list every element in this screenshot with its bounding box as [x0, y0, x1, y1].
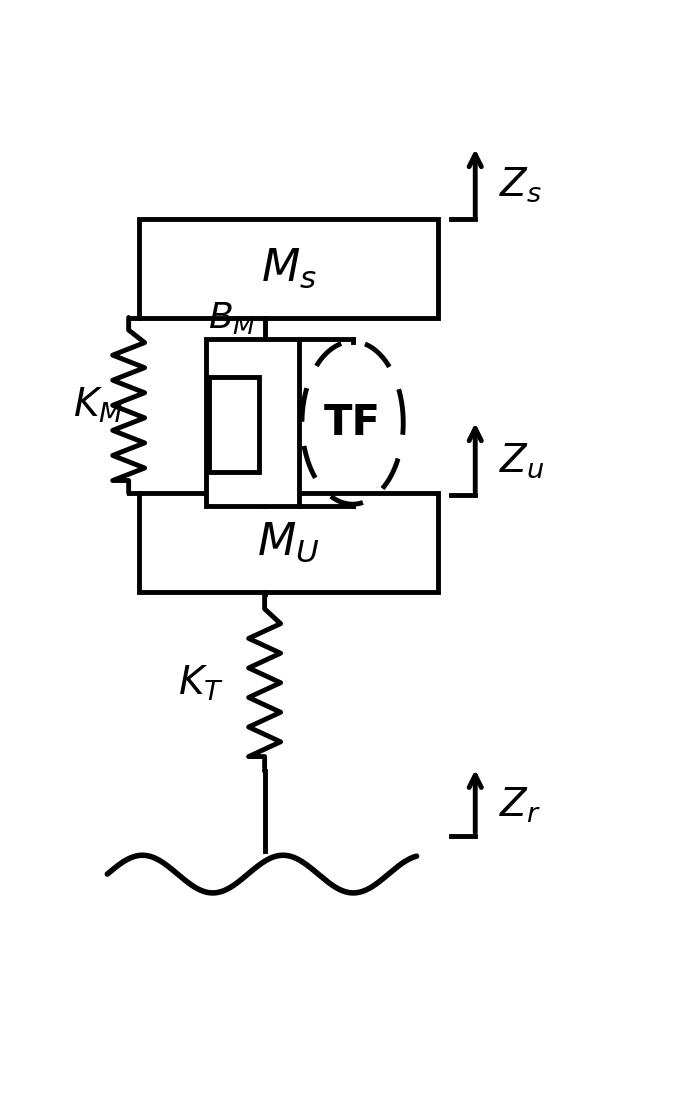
Text: $M_U$: $M_U$ [257, 520, 320, 564]
Bar [139, 219, 438, 318]
Text: $Z_u$: $Z_u$ [499, 441, 545, 479]
Text: $Z_s$: $Z_s$ [499, 166, 542, 205]
Bar [208, 377, 259, 471]
Text: $B_M$: $B_M$ [208, 300, 255, 336]
Text: $M_s$: $M_s$ [261, 247, 316, 290]
Text: $Z_r$: $Z_r$ [499, 786, 541, 825]
Text: $K_M$: $K_M$ [73, 386, 123, 426]
Bar [206, 339, 299, 506]
Text: TF: TF [324, 401, 381, 444]
Bar [139, 493, 438, 592]
Text: $K_T$: $K_T$ [178, 664, 224, 703]
